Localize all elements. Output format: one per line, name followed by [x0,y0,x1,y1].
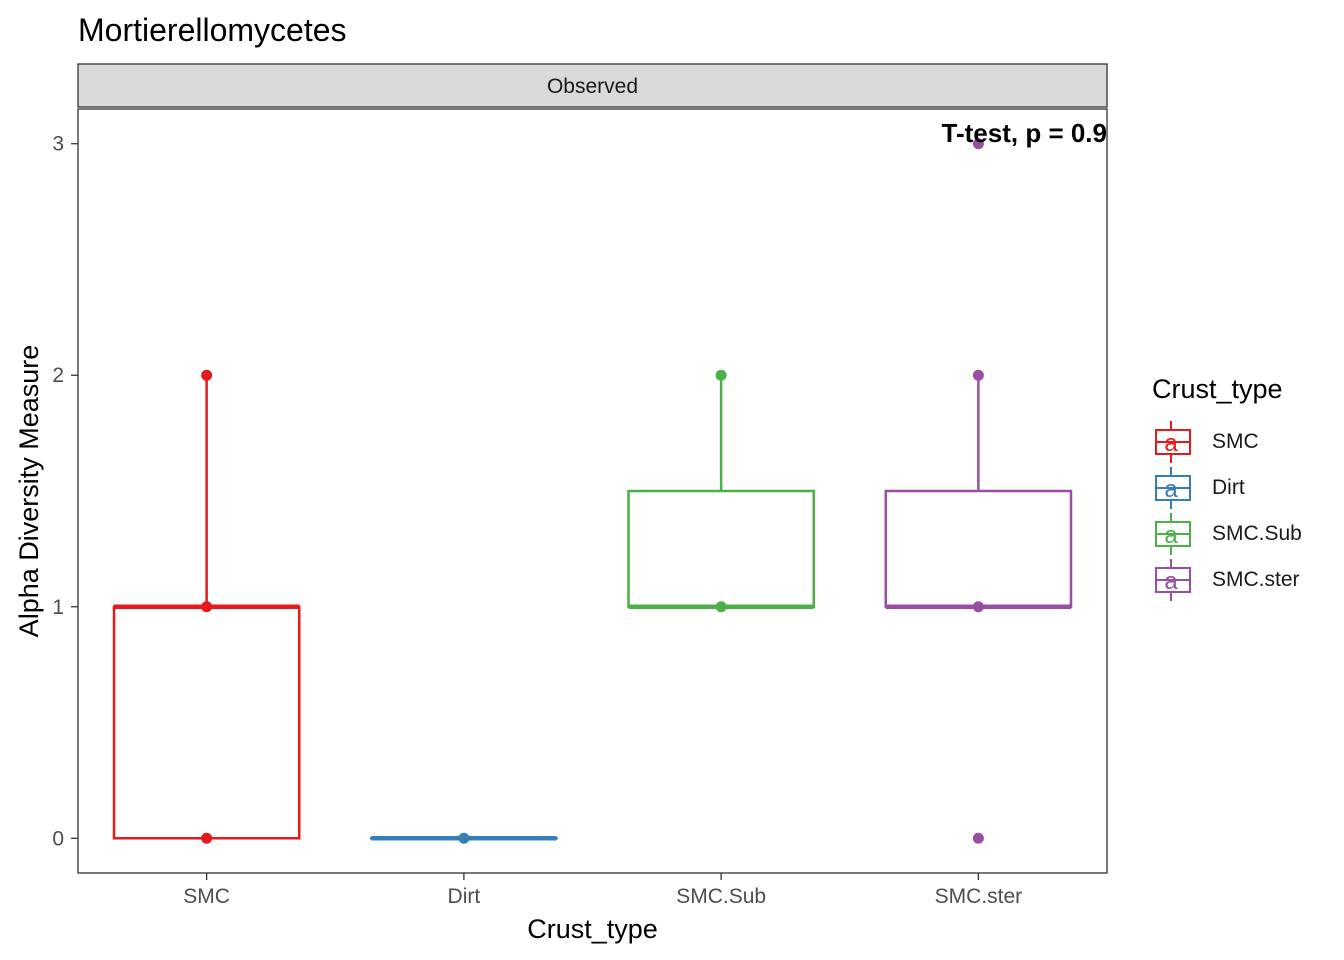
y-tick-label: 1 [52,596,64,619]
t-test-annotation: T-test, p = 0.9 [942,118,1107,148]
x-tick-label: SMC.ster [935,885,1023,908]
legend-key-glyph: a [1155,559,1191,601]
legend-item: a SMC [1152,419,1302,465]
data-point [972,832,984,844]
box-group-smc-ster [884,138,1073,844]
legend-item: a SMC.ster [1152,557,1302,603]
chart-title: Mortierellomycetes [78,12,347,48]
box-group-smc [112,369,301,844]
y-tick-label: 2 [52,364,64,387]
legend-key-letter: a [1164,568,1178,595]
data-point [201,369,213,381]
facet-strip [77,63,1108,108]
legend-key-letter: a [1164,476,1178,503]
x-tick-label: Dirt [448,885,481,908]
legend-label: SMC [1212,430,1259,453]
box-iqr [112,605,301,840]
box-group-smc-sub [627,369,815,613]
data-point [715,369,727,381]
legend-key-glyph: a [1155,513,1191,555]
data-point [458,832,470,844]
y-tick-label: 0 [52,827,64,850]
x-axis-title: Crust_type [527,914,658,944]
legend-title: Crust_type [1152,374,1283,404]
legend-label: SMC.ster [1212,568,1300,591]
data-point [201,832,213,844]
data-point [972,601,984,613]
x-tick-label: SMC [183,885,230,908]
data-point [201,601,213,613]
plot-panel-border [77,108,1108,874]
legend-label: Dirt [1212,476,1245,499]
data-point [972,138,984,150]
y-axis-title: Alpha Diversity Measure [14,345,44,638]
legend-key-glyph: a [1155,467,1191,509]
box-iqr [627,489,815,609]
legend-key-letter: a [1164,430,1178,457]
facet-strip-label: Observed [547,75,638,98]
x-tick-label: SMC.Sub [676,885,766,908]
box-group-dirt [370,832,558,844]
legend-item: a Dirt [1152,465,1302,511]
legend-key-glyph: a [1155,421,1191,463]
legend-key-letter: a [1164,522,1178,549]
box-iqr [884,489,1073,609]
legend-label: SMC.Sub [1212,522,1302,545]
data-point [715,601,727,613]
legend: Crust_type a SMC a Dirt a SMC.Sub a SMC.ster [1152,374,1302,603]
y-tick-label: 3 [52,133,64,156]
data-point [972,369,984,381]
legend-item: a SMC.Sub [1152,511,1302,557]
